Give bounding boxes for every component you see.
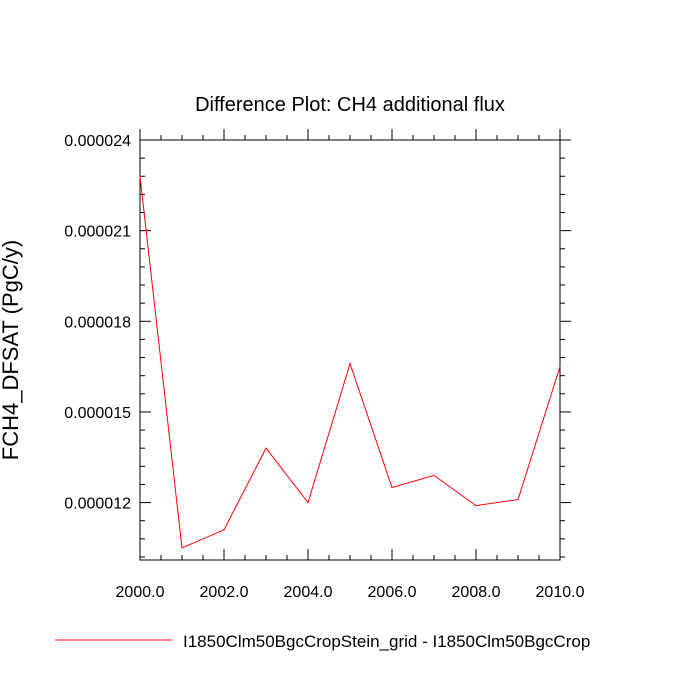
data-point [181, 547, 183, 549]
data-point [139, 175, 141, 177]
series-layer [139, 175, 561, 549]
data-point [559, 366, 561, 368]
x-tick-label: 2010.0 [536, 584, 585, 601]
y-tick-label: 0.000021 [64, 224, 131, 241]
y-axis-label: FCH4_DFSAT (PgC/y) [0, 240, 23, 460]
data-point [391, 486, 393, 489]
y-tick-label: 0.000015 [64, 405, 131, 422]
chart-title: Difference Plot: CH4 additional flux [195, 94, 505, 116]
data-point [223, 529, 225, 531]
axis-ticks [139, 129, 571, 560]
y-tick-label: 0.000012 [64, 496, 131, 513]
data-point [349, 362, 351, 365]
x-tick-label: 2006.0 [368, 584, 417, 601]
x-tick-label: 2004.0 [284, 584, 333, 601]
data-point [475, 505, 477, 507]
legend-label-series-1: I1850Clm50BgcCropStein_grid - I1850Clm50… [183, 632, 590, 651]
legend: I1850Clm50BgcCropStein_grid - I1850Clm50… [55, 632, 590, 651]
data-point [517, 498, 519, 501]
data-point [265, 447, 267, 449]
plot-frame [139, 139, 561, 561]
series-line-1 [139, 176, 561, 549]
x-tick-label: 2002.0 [200, 584, 249, 601]
x-tick-label: 2000.0 [116, 584, 165, 601]
data-point [307, 501, 309, 504]
y-tick-label: 0.000018 [64, 314, 131, 331]
x-tick-labels: 2000.0 2002.0 2004.0 2006.0 2008.0 2010.0 [116, 584, 585, 601]
y-tick-labels: 0.000012 0.000015 0.000018 0.000021 0.000024 [64, 133, 131, 513]
y-tick-label: 0.000024 [64, 133, 131, 150]
data-point [433, 474, 435, 476]
x-tick-label: 2008.0 [452, 584, 501, 601]
